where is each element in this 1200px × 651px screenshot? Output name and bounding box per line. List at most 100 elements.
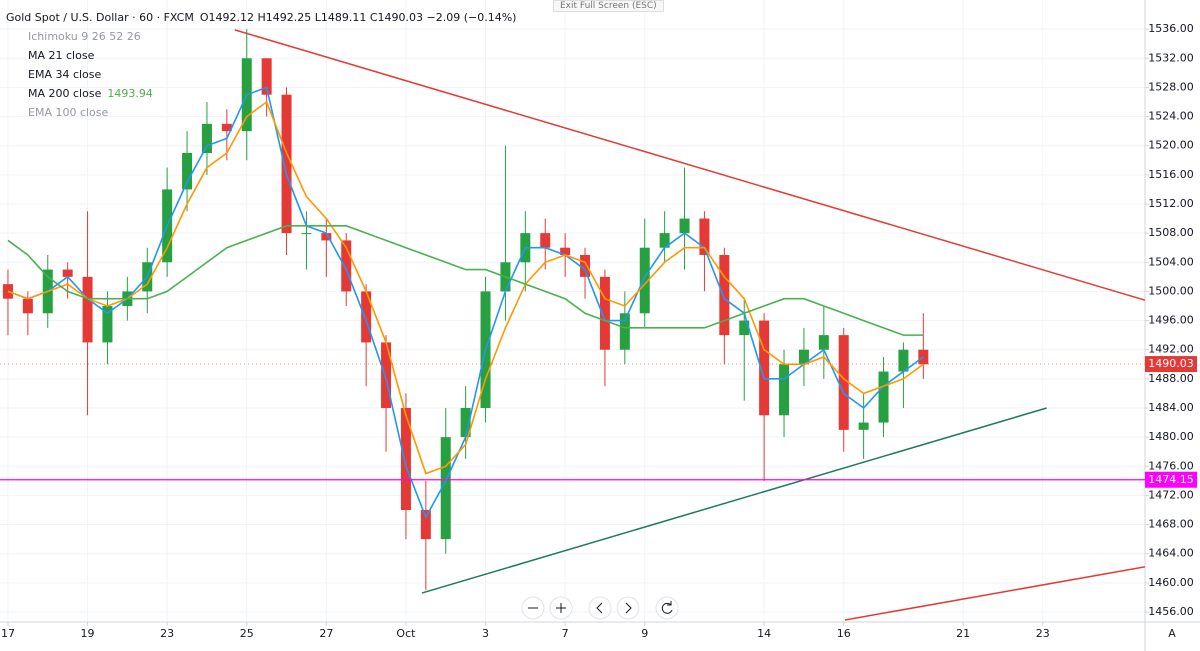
indicator-row[interactable]: MA 21 close <box>6 46 522 65</box>
icon <box>556 603 566 613</box>
y-tick-label: 1524.00 <box>1148 110 1194 123</box>
candle-body <box>878 371 889 423</box>
indicator-row[interactable]: MA 200 close 1493.94 <box>6 84 522 103</box>
candle-body <box>460 407 471 438</box>
indicator-value: 1493.94 <box>107 87 153 100</box>
candle-body <box>400 407 411 510</box>
x-tick-label: 9 <box>641 627 648 640</box>
y-tick-label: 1484.00 <box>1148 401 1194 414</box>
candle-body <box>321 233 332 241</box>
candle-body <box>779 364 790 416</box>
y-tick-label: 1504.00 <box>1148 255 1194 268</box>
indicator-name: Ichimoku 9 26 52 26 <box>28 30 141 43</box>
candle-body <box>659 233 670 248</box>
y-tick-label: 1500.00 <box>1148 284 1194 297</box>
trendline <box>421 407 1047 594</box>
y-tick-label: 1464.00 <box>1148 547 1194 560</box>
icon <box>661 601 673 614</box>
x-tick-label: 23 <box>1036 627 1050 640</box>
y-tick-label: 1516.00 <box>1148 168 1194 181</box>
indicator-line <box>7 100 924 475</box>
y-tick-label: 1528.00 <box>1148 80 1194 93</box>
trendline <box>234 29 1146 301</box>
y-tick-label: 1532.00 <box>1148 51 1194 64</box>
y-tick-label: 1536.00 <box>1148 22 1194 35</box>
indicator-name: MA 21 close <box>28 49 95 62</box>
auto-scale[interactable]: A <box>1168 627 1176 640</box>
candle-body <box>619 313 630 350</box>
hline-label: 1474.15 <box>1148 473 1194 486</box>
x-tick-label: 19 <box>81 627 95 640</box>
y-tick-label: 1496.00 <box>1148 314 1194 327</box>
x-tick-label: 23 <box>160 627 174 640</box>
last-price-bg <box>1145 356 1197 373</box>
candle-body <box>858 422 869 430</box>
legend: Gold Spot / U.S. Dollar · 60 · FXCM O1492… <box>6 8 522 122</box>
price-axis-bg <box>1145 0 1200 651</box>
x-tick-label: 17 <box>1 627 15 640</box>
y-tick-label: 1460.00 <box>1148 576 1194 589</box>
indicator-line <box>7 86 924 520</box>
candle-body <box>560 247 571 255</box>
ohlc: O1492.12 H1492.25 L1489.11 C1490.03 −2.0… <box>199 11 517 24</box>
candle-body <box>62 269 73 277</box>
x-tick-label: 3 <box>482 627 489 640</box>
indicator-row[interactable]: EMA 34 close <box>6 65 522 84</box>
candle-body <box>580 254 591 277</box>
candle-body <box>838 335 849 430</box>
exit-fullscreen[interactable]: Exit Full Screen (ESC) <box>553 0 664 12</box>
candle-body <box>818 335 829 350</box>
indicator-row[interactable]: Ichimoku 9 26 52 26 <box>6 27 522 46</box>
scroll-left[interactable] <box>588 596 612 620</box>
trendline <box>844 566 1146 621</box>
candle-body <box>361 291 372 343</box>
candle-body <box>540 233 551 248</box>
scroll-right[interactable] <box>616 596 640 620</box>
y-tick-label: 1520.00 <box>1148 139 1194 152</box>
candle-body <box>679 218 690 234</box>
x-tick-label: 16 <box>837 627 851 640</box>
y-tick-label: 1512.00 <box>1148 197 1194 210</box>
candle-body <box>639 247 650 314</box>
candle-body <box>759 320 770 416</box>
y-tick-label: 1492.00 <box>1148 343 1194 356</box>
x-tick-label: 21 <box>956 627 970 640</box>
candle-body <box>182 152 193 190</box>
symbol: Gold Spot / U.S. Dollar · 60 · FXCM <box>6 11 194 24</box>
nav-buttons <box>521 596 679 620</box>
indicators: Ichimoku 9 26 52 26 MA 21 close EMA 34 clo… <box>6 27 522 122</box>
candle-body <box>420 509 431 540</box>
icon <box>596 602 603 614</box>
y-tick-label: 1488.00 <box>1148 372 1194 385</box>
candle-body <box>440 437 451 540</box>
last-price-label: 1490.03 <box>1148 357 1194 370</box>
candle-body <box>102 305 113 343</box>
candle-body <box>699 218 710 255</box>
reset[interactable] <box>655 596 679 620</box>
candle-body <box>201 123 212 153</box>
candle-body <box>22 298 33 314</box>
indicator-name: MA 200 close <box>28 87 102 100</box>
candle-body <box>341 240 352 292</box>
candle-body <box>82 276 93 343</box>
indicator-name: EMA 34 close <box>28 68 102 81</box>
y-tick-label: 1476.00 <box>1148 459 1194 472</box>
candle-body <box>719 254 730 336</box>
icon <box>625 602 632 614</box>
hline-label-bg <box>1145 471 1197 488</box>
candle-body <box>599 276 610 350</box>
candle-body <box>898 349 909 372</box>
candle-body <box>798 349 809 365</box>
y-tick-label: 1480.00 <box>1148 430 1194 443</box>
indicator-name: EMA 100 close <box>28 106 109 119</box>
indicator-line <box>7 225 924 336</box>
y-tick-label: 1508.00 <box>1148 226 1194 239</box>
candle-body <box>381 342 392 408</box>
y-tick-label: 1468.00 <box>1148 518 1194 531</box>
x-tick-label: 14 <box>757 627 771 640</box>
indicator-row[interactable]: EMA 100 close <box>6 103 522 122</box>
x-tick-label: 27 <box>319 627 333 640</box>
x-tick-label: Oct <box>396 627 416 640</box>
